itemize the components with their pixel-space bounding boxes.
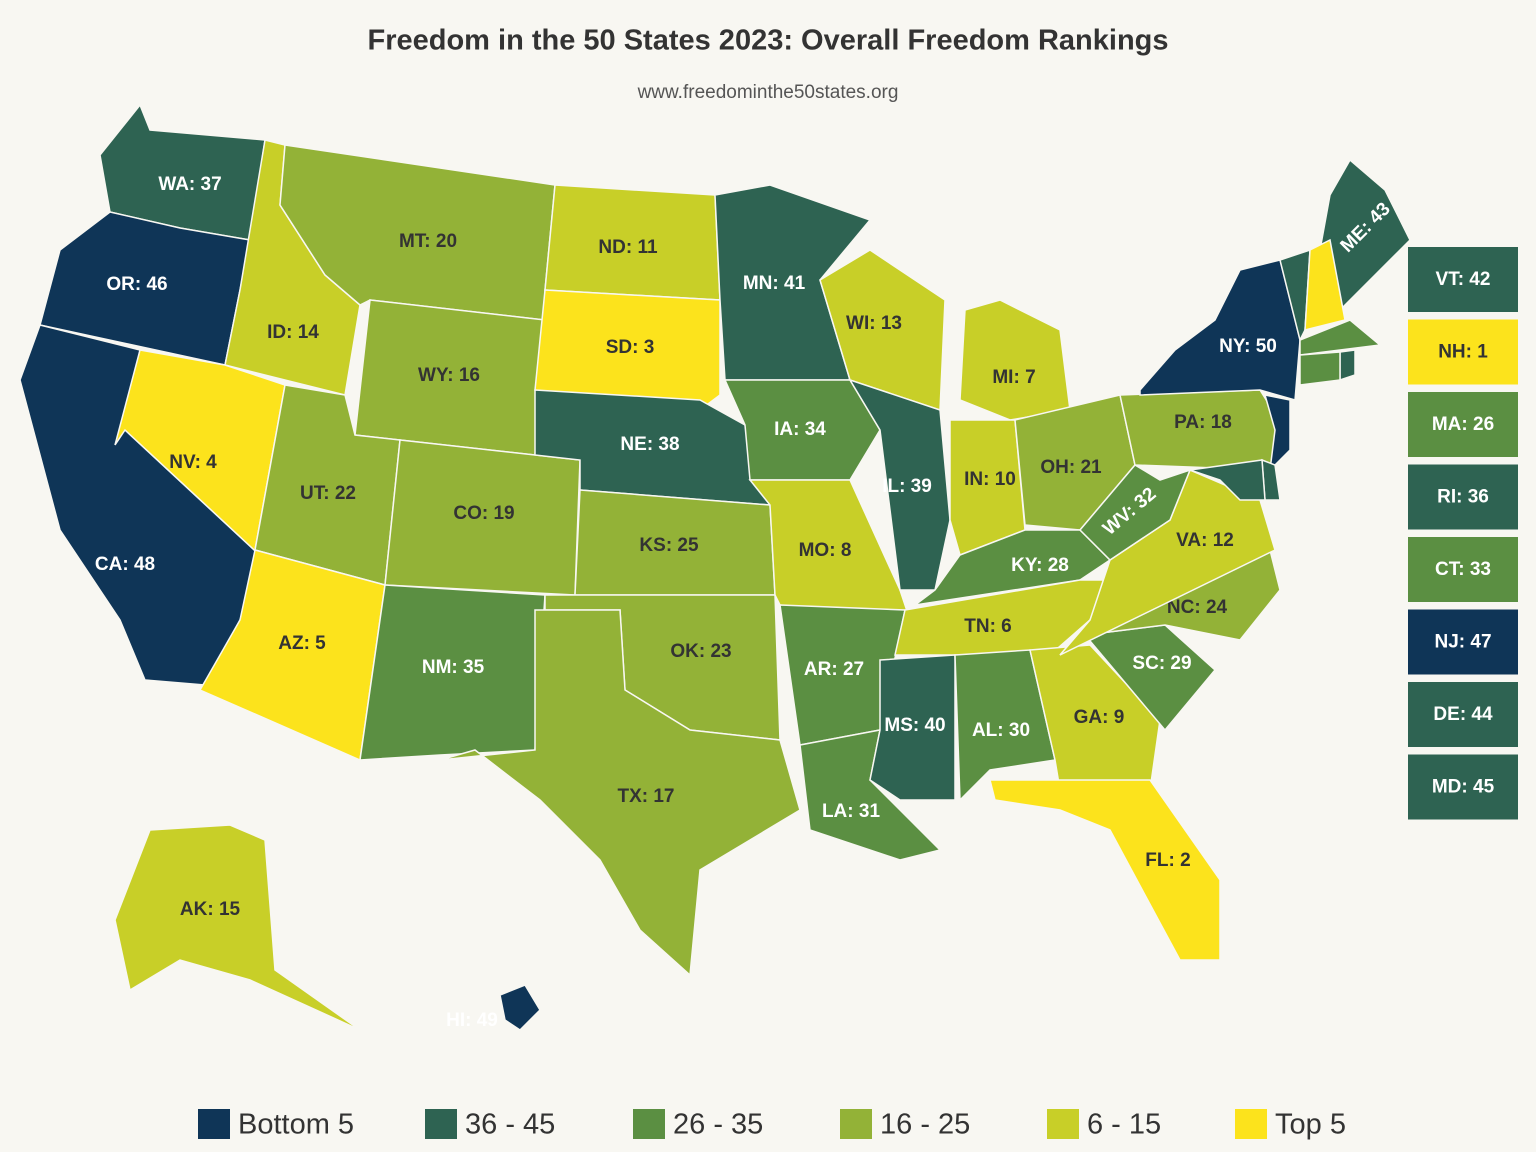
- state-label: IN: 10: [964, 469, 1016, 490]
- state-label: AZ: 5: [278, 633, 326, 654]
- callout-box: [1408, 392, 1518, 457]
- callout-box: [1408, 682, 1518, 747]
- legend-swatch: [840, 1109, 872, 1139]
- callout-label: CT: 33: [1435, 559, 1491, 580]
- legend-label: 36 - 45: [465, 1109, 555, 1141]
- callout-box: [1408, 247, 1518, 312]
- legend-label: 26 - 35: [673, 1109, 763, 1141]
- state: [439, 609, 801, 977]
- state-label: MN: 41: [743, 273, 806, 294]
- state-label: MO: 8: [799, 540, 852, 561]
- state-label: AK: 15: [180, 899, 241, 920]
- state-label: NY: 50: [1219, 336, 1277, 357]
- state-label: FL: 2: [1145, 850, 1190, 871]
- state-label: MI: 7: [992, 367, 1035, 388]
- title: Freedom in the 50 States 2023: Overall F…: [367, 25, 1168, 57]
- callout-box: [1408, 537, 1518, 602]
- callout-label: MD: 45: [1432, 777, 1495, 798]
- state-label: CO: 19: [453, 503, 514, 524]
- subtitle: www.freedominthe50states.org: [637, 82, 899, 103]
- state: [1139, 259, 1301, 401]
- legend-label: Top 5: [1275, 1109, 1346, 1141]
- legend-label: Bottom 5: [238, 1109, 354, 1141]
- state: [198, 549, 386, 762]
- state-label: TX: 17: [617, 786, 674, 807]
- callout-label: NH: 1: [1438, 342, 1488, 363]
- state: [1299, 319, 1382, 356]
- legend-swatch: [633, 1109, 665, 1139]
- state-label: CA: 48: [95, 554, 155, 575]
- state-label: MT: 20: [399, 231, 457, 252]
- state-label: NE: 38: [620, 434, 679, 455]
- state-label: GA: 9: [1074, 707, 1125, 728]
- state-label: ID: 14: [267, 322, 319, 343]
- legend-swatch: [1047, 1109, 1079, 1139]
- state: [1339, 349, 1356, 382]
- callout-label: RI: 36: [1437, 487, 1489, 508]
- state: [1299, 351, 1341, 386]
- callout-box: [1408, 464, 1518, 530]
- state: [1304, 238, 1346, 331]
- state-label: WI: 13: [846, 313, 902, 334]
- callout-box: [1408, 754, 1518, 820]
- callout-label: VT: 42: [1436, 269, 1491, 290]
- state-label: NC: 24: [1167, 597, 1228, 618]
- state-label: WA: 37: [158, 174, 221, 195]
- state-label: NM: 35: [422, 657, 485, 678]
- state-label: WY: 16: [418, 365, 480, 386]
- legend-swatch: [198, 1109, 230, 1139]
- state-label: UT: 22: [300, 483, 356, 504]
- state: [1263, 394, 1291, 473]
- state: [954, 649, 1056, 802]
- callout-label: DE: 44: [1433, 704, 1493, 725]
- state-label: KS: 25: [639, 535, 699, 556]
- callout-label: MA: 26: [1432, 414, 1494, 435]
- state-label: VA: 12: [1176, 530, 1234, 551]
- state: [499, 984, 541, 1031]
- state-label: LA: 31: [822, 801, 881, 822]
- callout-box: [1408, 609, 1518, 675]
- state: [359, 584, 546, 761]
- state: [114, 824, 361, 1031]
- legend-swatch: [425, 1109, 457, 1139]
- state: [819, 249, 946, 412]
- state-label: SD: 3: [606, 337, 655, 358]
- state-label: TN: 6: [964, 616, 1012, 637]
- state-label: ND: 11: [598, 237, 658, 258]
- state-label: NV: 4: [169, 452, 217, 473]
- state-label: HI: 49: [446, 1010, 498, 1031]
- state-label: AR: 27: [804, 659, 864, 680]
- state: [1189, 459, 1266, 501]
- legend-swatch: [1235, 1109, 1267, 1139]
- state-label: IA: 34: [774, 419, 826, 440]
- callout-label: NJ: 47: [1434, 632, 1491, 653]
- state-label: MS: 40: [884, 715, 945, 736]
- legend-label: 16 - 25: [880, 1109, 970, 1141]
- state-label: OR: 46: [106, 274, 167, 295]
- legend-label: 6 - 15: [1087, 1109, 1161, 1141]
- state-label: SC: 29: [1132, 653, 1191, 674]
- state: [989, 779, 1221, 961]
- state-label: OK: 23: [670, 641, 731, 662]
- state-label: PA: 18: [1174, 412, 1232, 433]
- state: [534, 289, 721, 411]
- state-label: KY: 28: [1011, 555, 1069, 576]
- callout-box: [1408, 319, 1518, 385]
- state-label: IL: 39: [882, 476, 932, 497]
- state-label: AL: 30: [972, 720, 1030, 741]
- state-label: OH: 21: [1040, 457, 1102, 478]
- state: [959, 299, 1071, 421]
